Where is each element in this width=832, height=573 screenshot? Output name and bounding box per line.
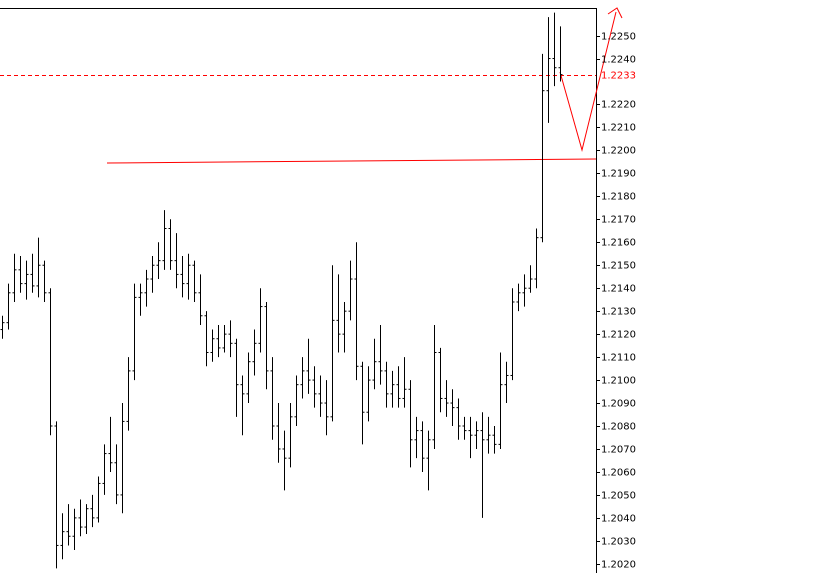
y-tick-label: 1.2250 bbox=[601, 32, 636, 43]
y-tick-label: 1.2110 bbox=[601, 353, 636, 364]
y-tick-label: 1.2070 bbox=[601, 445, 636, 456]
y-tick-label: 1.2160 bbox=[601, 238, 636, 249]
y-tick-label: 1.2130 bbox=[601, 307, 636, 318]
y-tick-label: 1.2050 bbox=[601, 491, 636, 502]
trend-line bbox=[106, 158, 597, 164]
y-tick-label: 1.2140 bbox=[601, 284, 636, 295]
y-tick-label: 1.2200 bbox=[601, 146, 636, 157]
y-tick-label: 1.2190 bbox=[601, 169, 636, 180]
y-tick-label: 1.2080 bbox=[601, 422, 636, 433]
price-label: 1.2233 bbox=[601, 71, 636, 82]
y-tick-label: 1.2100 bbox=[601, 376, 636, 387]
forecast-arrow bbox=[559, 11, 617, 152]
y-tick-label: 1.2020 bbox=[601, 560, 636, 571]
y-tick-label: 1.2150 bbox=[601, 261, 636, 272]
arrow-head bbox=[607, 7, 623, 19]
y-tick-label: 1.2220 bbox=[601, 100, 636, 111]
y-tick-label: 1.2180 bbox=[601, 192, 636, 203]
y-tick-label: 1.2240 bbox=[601, 55, 636, 66]
y-tick-label: 1.2060 bbox=[601, 468, 636, 479]
y-tick-label: 1.2040 bbox=[601, 514, 636, 525]
y-tick-label: 1.2090 bbox=[601, 399, 636, 410]
y-tick-label: 1.2120 bbox=[601, 330, 636, 341]
y-tick-label: 1.2170 bbox=[601, 215, 636, 226]
y-tick-label: 1.2210 bbox=[601, 123, 636, 134]
y-tick-label: 1.2030 bbox=[601, 537, 636, 548]
